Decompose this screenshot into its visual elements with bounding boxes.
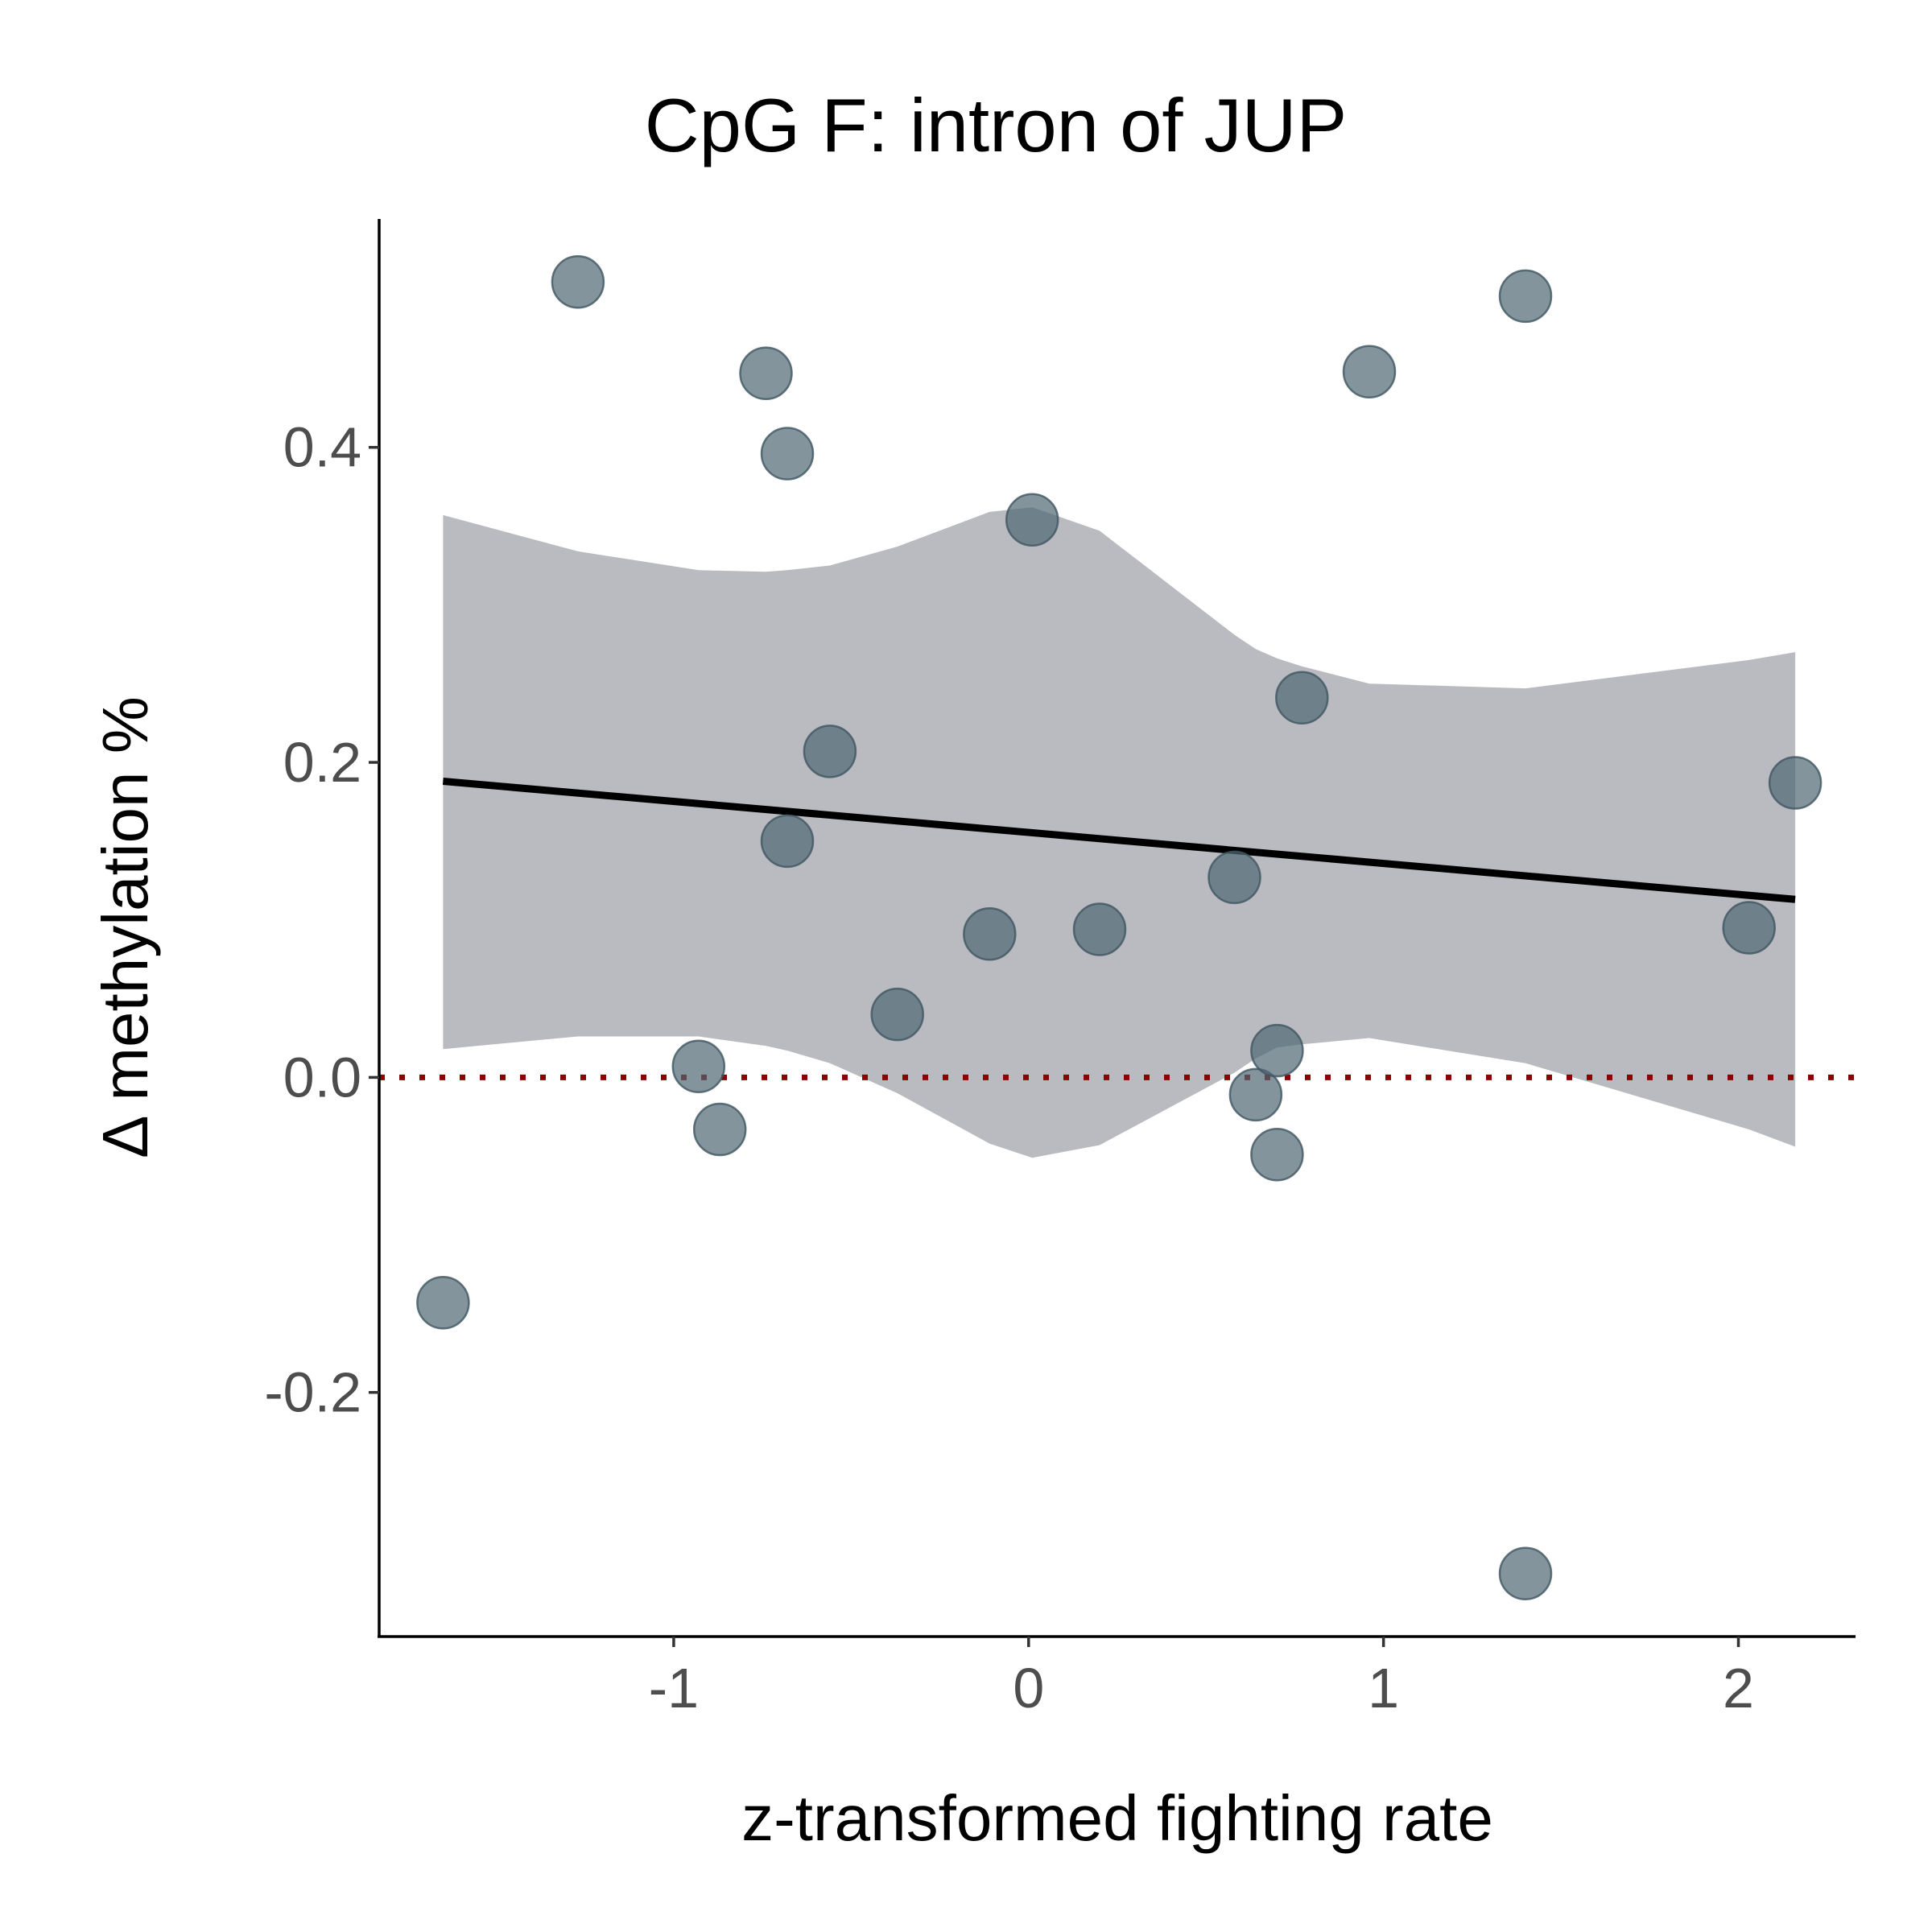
plot-area bbox=[379, 255, 1856, 1600]
data-point bbox=[1228, 1067, 1283, 1122]
data-point bbox=[1250, 1023, 1304, 1078]
chart-title: CpG F: intron of JUP bbox=[645, 83, 1347, 167]
data-point bbox=[1498, 269, 1553, 324]
data-point bbox=[1498, 1546, 1553, 1600]
y-axis-ticks: -0.2 0.0 0.2 0.4 bbox=[264, 416, 379, 1424]
data-point bbox=[1722, 901, 1776, 955]
x-tick-label: 1 bbox=[1368, 1657, 1399, 1719]
confidence-band bbox=[443, 507, 1796, 1158]
data-point bbox=[739, 346, 793, 401]
data-point bbox=[1250, 1128, 1304, 1182]
data-point bbox=[1072, 902, 1127, 956]
data-point bbox=[416, 1275, 470, 1330]
x-axis-title: z-transformed fighting rate bbox=[741, 1782, 1493, 1854]
data-point bbox=[760, 427, 815, 481]
x-tick-label: -1 bbox=[649, 1657, 699, 1719]
data-point bbox=[1275, 671, 1329, 725]
data-point bbox=[760, 814, 815, 869]
data-point bbox=[692, 1102, 747, 1157]
y-tick-label: -0.2 bbox=[264, 1361, 361, 1424]
fit-line bbox=[442, 778, 1796, 903]
data-point bbox=[963, 907, 1017, 961]
data-point bbox=[1768, 756, 1823, 810]
data-point bbox=[1208, 850, 1261, 905]
data-point bbox=[1005, 493, 1059, 547]
data-point bbox=[870, 987, 924, 1042]
data-point bbox=[803, 724, 857, 778]
data-point bbox=[1342, 345, 1397, 399]
data-point bbox=[551, 255, 605, 309]
y-tick-label: 0.4 bbox=[283, 416, 361, 479]
y-tick-label: 0.2 bbox=[283, 731, 361, 794]
data-point bbox=[671, 1039, 726, 1093]
x-tick-label: 0 bbox=[1013, 1657, 1044, 1719]
y-tick-label: 0.0 bbox=[283, 1046, 361, 1108]
y-axis-title: Δ methylation % bbox=[89, 696, 161, 1158]
x-axis-ticks: -1 0 1 2 bbox=[649, 1637, 1754, 1719]
x-tick-label: 2 bbox=[1723, 1657, 1754, 1719]
